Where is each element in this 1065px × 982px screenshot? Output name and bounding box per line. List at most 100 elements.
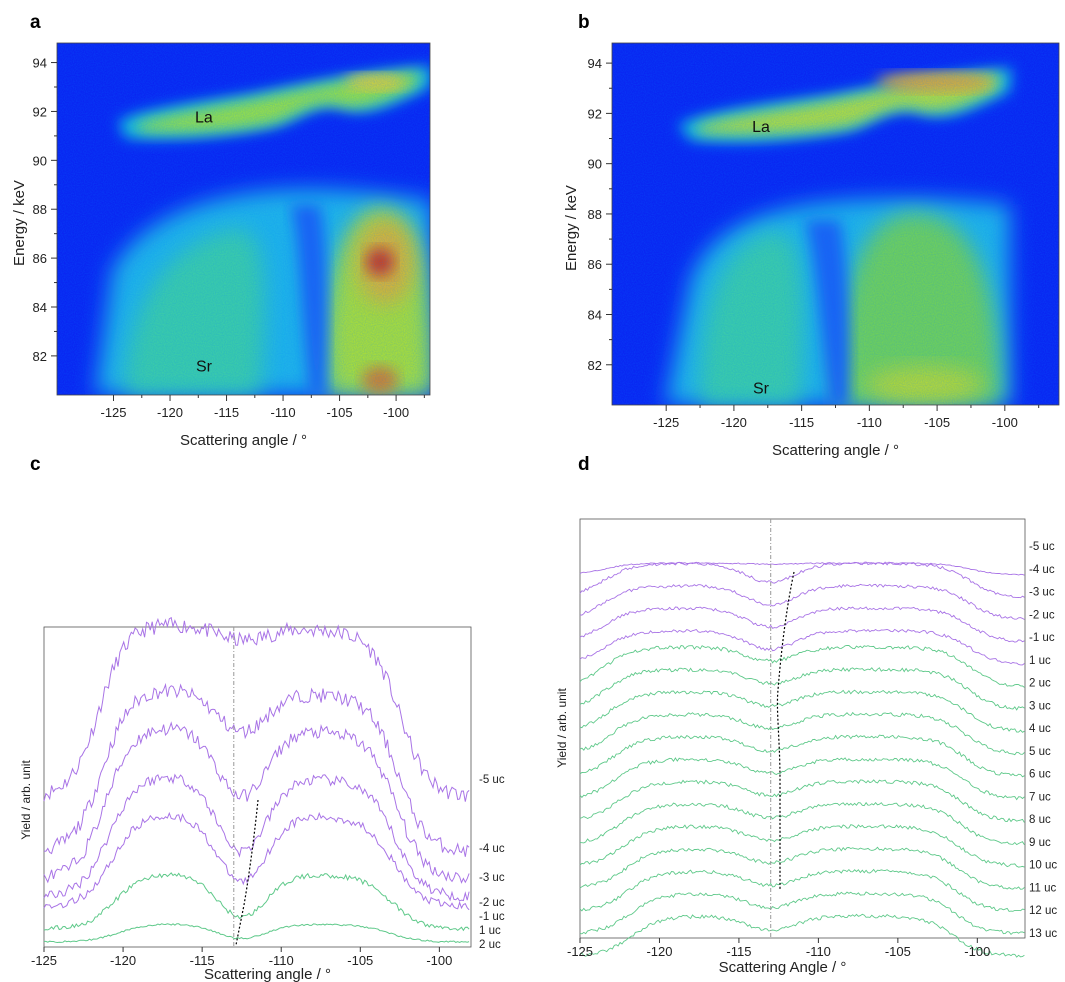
x-tick-label: -110 (271, 405, 296, 420)
x-tick-label: -105 (347, 953, 373, 968)
y-tick-label: 84 (588, 308, 602, 323)
series-label: -4 uc (1029, 564, 1055, 576)
trace--4-uc (43, 682, 470, 857)
series-label: -1 uc (1029, 632, 1055, 644)
trace-11-uc (579, 868, 1025, 912)
panel-b-heatmap: -125 -120 -115 -110 -105 -100 82 84 86 88 90 92 94 Sc… (563, 42, 1060, 459)
x-tick-label: -110 (269, 953, 294, 968)
y-axis-title: Energy / keV (563, 185, 580, 271)
x-tick-label: -115 (190, 953, 215, 968)
x-tick-label: -110 (857, 415, 882, 430)
x-tick-label: -120 (157, 405, 183, 420)
x-tick-label: -125 (567, 944, 593, 959)
trace--3-uc (579, 583, 1025, 620)
trace--3-uc (43, 721, 470, 884)
series-label: 9 uc (1029, 837, 1051, 849)
trace-5-uc (579, 734, 1025, 778)
trace-10-uc (579, 846, 1025, 890)
y-tick-label: 88 (33, 202, 47, 217)
y-tick-label: 92 (588, 106, 602, 121)
trace-4-uc (579, 711, 1025, 756)
panel-letter-a: a (30, 12, 41, 33)
x-tick-label: -100 (426, 953, 452, 968)
trace-6-uc (579, 757, 1025, 801)
series-label: 1 uc (479, 925, 501, 937)
trace-3-uc (579, 689, 1025, 733)
x-tick-label: -100 (964, 944, 990, 959)
element-label: Sr (753, 380, 770, 397)
heatmap-b-axes: -125 -120 -115 -110 -105 -100 82 84 86 88 90 92 94 Sc… (563, 56, 1040, 459)
plot-d-traces (579, 519, 1025, 958)
series-label: -4 uc (479, 843, 505, 855)
plot-c-traces (43, 616, 470, 947)
series-label: 2 uc (1029, 678, 1051, 690)
x-axis-title: Scattering angle / ° (204, 966, 331, 982)
x-tick-label: -100 (383, 405, 409, 420)
series-label: 13 uc (1029, 928, 1057, 940)
panel-letter-b: b (578, 12, 590, 33)
series-label: 3 uc (1029, 700, 1051, 712)
series-label: -3 uc (479, 872, 505, 884)
series-label: 2 uc (479, 939, 501, 951)
heatmap-a-frame (56, 42, 431, 396)
x-tick-label: -115 (789, 415, 814, 430)
trace-7-uc (579, 779, 1025, 823)
trace-9-uc (579, 824, 1025, 868)
x-tick-label: -120 (646, 944, 672, 959)
plot-c-frame (43, 626, 472, 948)
element-label: La (195, 109, 213, 126)
shift-curve (776, 571, 795, 890)
x-tick-label: -120 (110, 953, 136, 968)
x-tick-label: -125 (653, 415, 679, 430)
panel-c-plot: -5 uc -4 uc -3 uc -2 uc -1 uc 1 uc 2 uc -125 -12… (19, 616, 505, 982)
y-tick-label: 92 (33, 104, 47, 119)
series-label: 1 uc (1029, 655, 1051, 667)
x-axis-title: Scattering Angle / ° (719, 959, 847, 976)
x-tick-label: -105 (924, 415, 950, 430)
trace-2-uc (44, 923, 470, 944)
series-label: 6 uc (1029, 769, 1051, 781)
series-label: -5 uc (479, 774, 505, 786)
series-label: -1 uc (479, 911, 505, 923)
y-tick-label: 94 (588, 56, 602, 71)
shift-curve (235, 799, 259, 946)
trace--1-uc (579, 628, 1025, 666)
series-label: 5 uc (1029, 746, 1051, 758)
panel-letter-d: d (578, 454, 590, 475)
panel-a-heatmap: -125 -120 -115 -110 -105 -100 82 84 86 88 90 92 94 Sc… (11, 42, 431, 449)
x-tick-label: -125 (31, 953, 57, 968)
series-label: -3 uc (1029, 587, 1055, 599)
trace-12-uc (579, 891, 1025, 936)
y-tick-label: 90 (588, 157, 602, 172)
trace-1-uc (43, 872, 470, 932)
heatmap-a-axes: -125 -120 -115 -110 -105 -100 82 84 86 88 90 92 94 Sc… (11, 56, 425, 449)
x-tick-label: -115 (726, 944, 751, 959)
plot-d-axes: -5 uc -4 uc -3 uc -2 uc -1 uc 1 uc 2 uc 3 uc 4 u… (555, 541, 1057, 976)
y-axis-title: Energy / keV (11, 180, 28, 266)
y-tick-label: 82 (588, 358, 602, 373)
series-label: -2 uc (1029, 609, 1055, 621)
x-tick-label: -100 (992, 415, 1018, 430)
series-label: 10 uc (1029, 860, 1057, 872)
element-label: Sr (196, 359, 213, 376)
x-tick-label: -125 (100, 405, 126, 420)
panel-letter-c: c (30, 454, 41, 475)
trace-1-uc (579, 644, 1025, 688)
x-tick-label: -120 (721, 415, 747, 430)
plot-c-axes: -5 uc -4 uc -3 uc -2 uc -1 uc 1 uc 2 uc -125 -12… (19, 760, 505, 982)
y-axis-title: Yield / arb. unit (555, 688, 569, 768)
panel-d-plot: -5 uc -4 uc -3 uc -2 uc -1 uc 1 uc 2 uc 3 uc 4 u… (555, 518, 1057, 976)
trace-2-uc (579, 667, 1025, 711)
x-tick-label: -115 (214, 405, 239, 420)
y-tick-label: 86 (588, 257, 602, 272)
trace--4-uc (579, 561, 1025, 599)
x-axis-title: Scattering angle / ° (180, 432, 307, 449)
series-label: 12 uc (1029, 905, 1057, 917)
y-tick-label: 82 (33, 349, 47, 364)
y-tick-label: 86 (33, 251, 47, 266)
trace-8-uc (579, 801, 1025, 846)
trace--2-uc (579, 606, 1025, 643)
series-label: 11 uc (1029, 882, 1057, 894)
x-tick-label: -110 (806, 944, 831, 959)
series-label: -2 uc (479, 897, 505, 909)
